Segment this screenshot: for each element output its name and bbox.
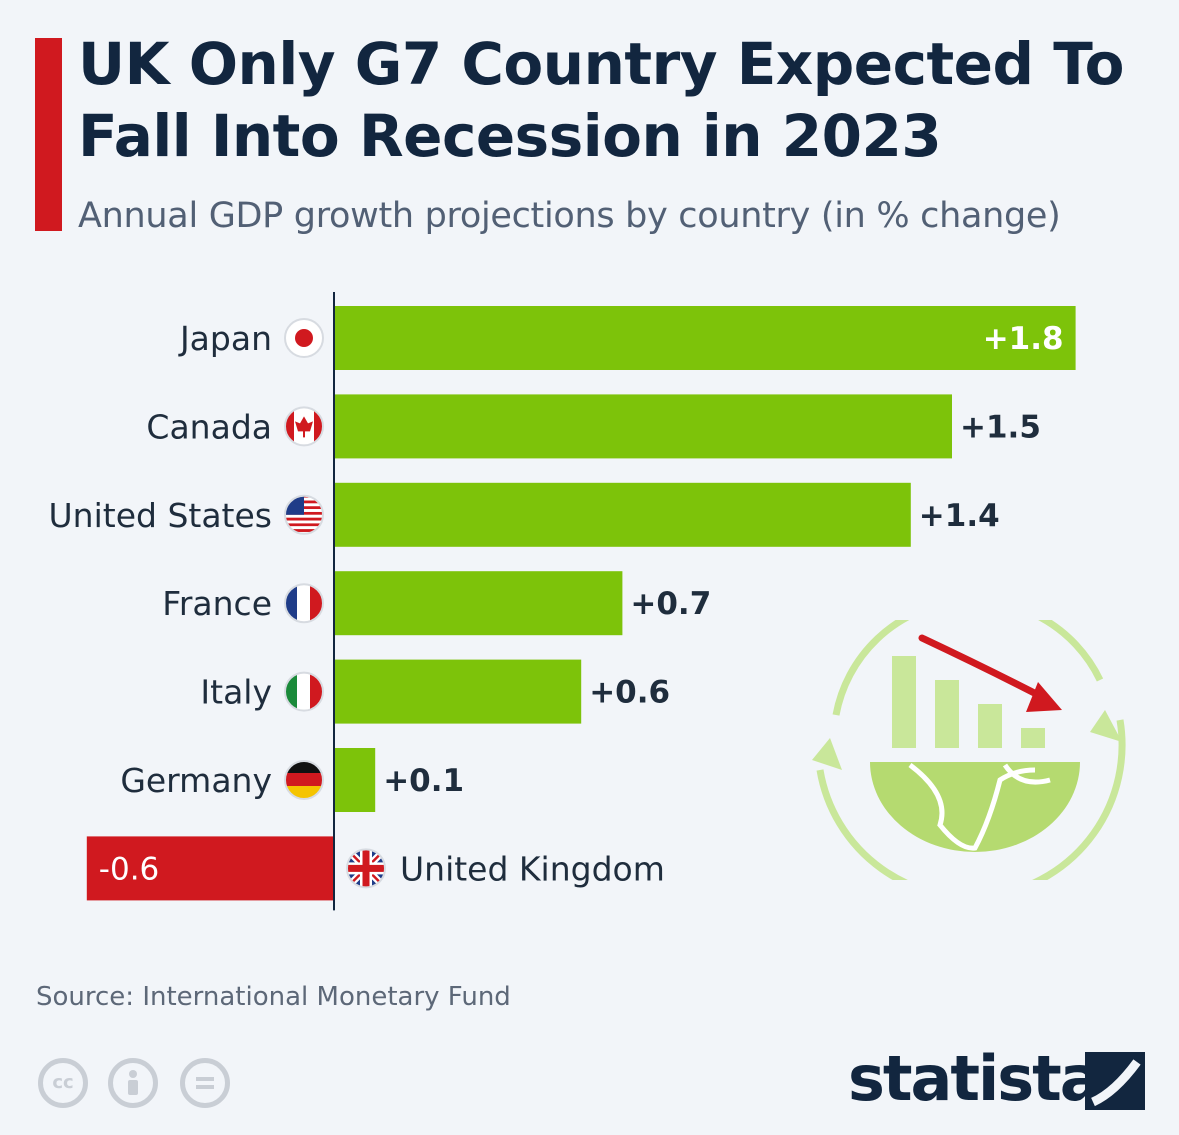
bar-japan — [334, 306, 1076, 370]
flag-canada-icon — [284, 406, 324, 447]
recession-globe-icon — [812, 620, 1126, 880]
category-label-united-states: United States — [49, 496, 272, 535]
value-label-canada: +1.5 — [960, 409, 1041, 445]
bar-united-states — [334, 482, 911, 547]
chart-title: UK Only G7 Country Expected To Fall Into… — [78, 30, 1124, 170]
value-label-france: +0.7 — [630, 586, 711, 622]
no-derivatives-icon[interactable] — [180, 1058, 230, 1108]
title-accent-bar — [35, 38, 62, 231]
flag-japan-icon — [284, 318, 324, 358]
bar-germany — [334, 748, 376, 812]
chart-subtitle: Annual GDP growth projections by country… — [78, 196, 1061, 236]
bar-chart: +1.8 Japan +1.5 Canada +1.4 United States +0.7… — [49, 292, 1076, 911]
flag-united-states-icon — [284, 494, 324, 535]
value-label-united-kingdom: -0.6 — [99, 851, 160, 887]
bar-canada — [334, 394, 952, 459]
value-label-japan: +1.8 — [983, 321, 1064, 357]
value-label-united-states: +1.4 — [919, 498, 1000, 534]
attribution-icon[interactable] — [108, 1058, 158, 1108]
category-label-canada: Canada — [146, 407, 272, 446]
flag-italy-icon — [284, 671, 324, 712]
category-label-france: France — [162, 584, 272, 623]
value-label-italy: +0.6 — [589, 675, 670, 711]
statista-logo-mark-icon — [1085, 1052, 1145, 1110]
source-note: Source: International Monetary Fund — [36, 982, 511, 1012]
flag-france-icon — [284, 583, 324, 624]
bar-united-kingdom — [86, 836, 334, 901]
category-label-germany: Germany — [120, 761, 272, 800]
category-label-united-kingdom: United Kingdom — [400, 849, 665, 888]
statista-logo[interactable]: statista — [848, 1042, 1102, 1115]
value-label-germany: +0.1 — [383, 763, 464, 799]
bar-france — [334, 571, 623, 636]
cc-icon[interactable]: cc — [38, 1058, 88, 1108]
category-label-japan: Japan — [178, 319, 272, 358]
flag-united-kingdom-icon — [346, 848, 386, 889]
flag-germany-icon — [284, 760, 324, 800]
category-label-italy: Italy — [200, 673, 272, 712]
bar-italy — [334, 659, 582, 724]
